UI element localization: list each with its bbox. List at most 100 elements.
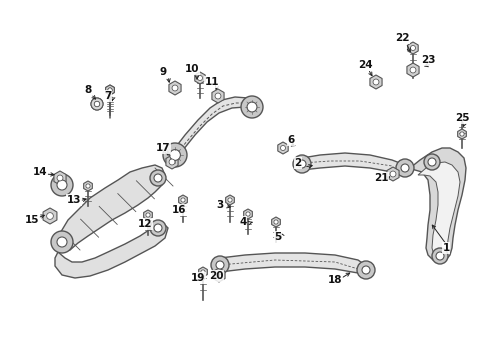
Circle shape <box>246 212 250 216</box>
Circle shape <box>91 98 103 110</box>
Circle shape <box>201 270 205 274</box>
Polygon shape <box>278 142 288 154</box>
Text: 1: 1 <box>442 243 450 253</box>
Circle shape <box>216 272 222 278</box>
Polygon shape <box>418 162 460 258</box>
Polygon shape <box>144 210 152 220</box>
Polygon shape <box>213 268 225 282</box>
Circle shape <box>94 101 99 107</box>
Text: 24: 24 <box>358 60 372 70</box>
Circle shape <box>150 220 166 236</box>
Circle shape <box>57 180 67 190</box>
Circle shape <box>91 98 103 110</box>
Text: 6: 6 <box>287 135 294 145</box>
Circle shape <box>280 145 286 150</box>
Circle shape <box>357 261 375 279</box>
Text: 15: 15 <box>25 215 39 225</box>
Circle shape <box>51 174 73 196</box>
Polygon shape <box>55 222 168 278</box>
Circle shape <box>396 159 414 177</box>
Text: 11: 11 <box>205 77 219 87</box>
Text: 16: 16 <box>172 205 186 215</box>
Polygon shape <box>54 171 66 185</box>
Circle shape <box>154 174 162 182</box>
Circle shape <box>86 184 90 188</box>
Circle shape <box>47 213 53 219</box>
Circle shape <box>293 155 311 173</box>
Circle shape <box>163 143 187 167</box>
Text: 7: 7 <box>104 91 112 101</box>
Polygon shape <box>370 75 382 89</box>
Polygon shape <box>166 155 178 169</box>
Text: 12: 12 <box>138 219 152 229</box>
Circle shape <box>436 252 444 260</box>
Circle shape <box>146 213 150 217</box>
Circle shape <box>51 231 73 253</box>
Circle shape <box>428 158 436 166</box>
Text: 8: 8 <box>84 85 92 95</box>
Circle shape <box>57 175 63 181</box>
Circle shape <box>170 150 180 161</box>
Polygon shape <box>106 85 114 95</box>
Text: 17: 17 <box>156 143 171 153</box>
Polygon shape <box>244 209 252 219</box>
Polygon shape <box>226 195 234 205</box>
Text: 23: 23 <box>421 55 435 65</box>
Text: 19: 19 <box>191 273 205 283</box>
Circle shape <box>215 93 221 99</box>
Polygon shape <box>387 167 399 181</box>
Text: 20: 20 <box>209 271 223 281</box>
Text: 5: 5 <box>274 232 282 242</box>
Circle shape <box>94 101 99 107</box>
Text: 22: 22 <box>395 33 409 43</box>
Text: 2: 2 <box>294 158 302 168</box>
Polygon shape <box>198 267 207 277</box>
Circle shape <box>410 67 416 73</box>
Text: 18: 18 <box>328 275 342 285</box>
Circle shape <box>150 170 166 186</box>
Text: 25: 25 <box>455 113 469 123</box>
Text: 3: 3 <box>217 200 223 210</box>
Polygon shape <box>458 129 466 139</box>
Circle shape <box>460 132 464 136</box>
Circle shape <box>211 256 229 274</box>
Circle shape <box>373 79 379 85</box>
Polygon shape <box>271 217 280 227</box>
Text: 21: 21 <box>374 173 388 183</box>
Text: 4: 4 <box>239 217 246 227</box>
Text: 13: 13 <box>67 195 81 205</box>
Polygon shape <box>175 97 255 162</box>
Polygon shape <box>84 181 92 191</box>
Circle shape <box>298 160 306 168</box>
Circle shape <box>274 220 278 224</box>
Circle shape <box>362 266 370 274</box>
Polygon shape <box>195 72 205 84</box>
Polygon shape <box>43 208 57 224</box>
Polygon shape <box>408 42 418 54</box>
Polygon shape <box>212 89 224 103</box>
Circle shape <box>216 261 224 269</box>
Circle shape <box>181 198 185 202</box>
Circle shape <box>247 102 257 112</box>
Polygon shape <box>179 195 187 205</box>
Circle shape <box>197 76 202 81</box>
Circle shape <box>241 96 263 118</box>
Polygon shape <box>169 81 181 95</box>
Circle shape <box>432 248 448 264</box>
Circle shape <box>390 171 396 177</box>
Circle shape <box>401 164 409 172</box>
Circle shape <box>108 88 112 92</box>
Circle shape <box>411 45 416 50</box>
Circle shape <box>57 237 67 247</box>
Polygon shape <box>52 165 165 252</box>
Polygon shape <box>407 63 419 77</box>
Circle shape <box>228 198 232 202</box>
Circle shape <box>172 85 178 91</box>
Text: 14: 14 <box>33 167 48 177</box>
Circle shape <box>154 224 162 232</box>
Text: 10: 10 <box>185 64 199 74</box>
Polygon shape <box>302 153 405 175</box>
Circle shape <box>108 88 112 92</box>
Circle shape <box>424 154 440 170</box>
Text: 9: 9 <box>159 67 167 77</box>
